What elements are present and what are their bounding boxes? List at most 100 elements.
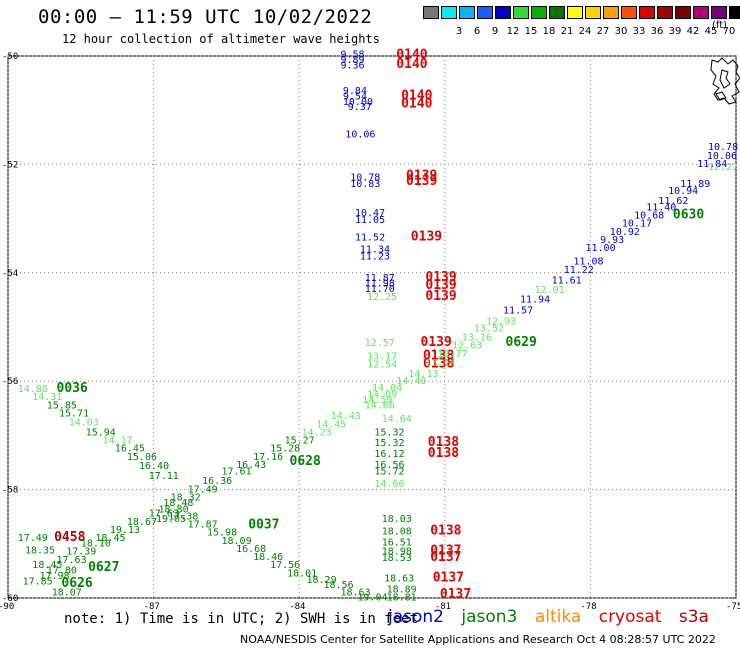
wave-height-label: 18.07 <box>52 587 82 598</box>
wave-height-label: 12.57 <box>365 338 395 349</box>
wave-height-label: 18.67 <box>127 517 157 528</box>
footer-note: note: 1) Time is in UTC; 2) SWH is in fe… <box>64 611 419 627</box>
wave-height-label: 11.94 <box>520 295 550 306</box>
legend-label: 18 <box>542 26 556 37</box>
wave-height-label: 11.05 <box>355 215 385 226</box>
wave-height-label: 17.61 <box>222 466 252 477</box>
wave-height-label: 16.51 <box>382 537 412 548</box>
legend-label: 12 <box>506 26 520 37</box>
legend-swatch <box>711 6 727 19</box>
wave-height-label: 19.05 <box>156 514 186 525</box>
wave-height-label: 14.31 <box>32 392 62 403</box>
wave-height-label: 10.78 <box>708 142 738 153</box>
wave-height-label: 9.93 <box>600 235 624 246</box>
wave-height-label: 11.40 <box>646 203 676 214</box>
wave-height-label: 16.43 <box>236 460 266 471</box>
legend-swatch <box>441 6 457 19</box>
wave-height-label: 13.16 <box>462 333 492 344</box>
lon-tick-label: -75 <box>726 602 740 612</box>
lon-tick-label: -81 <box>435 602 451 612</box>
wave-height-label: 14.13 <box>408 369 438 380</box>
wave-height-label: 14.09 <box>367 390 397 401</box>
wave-height-label: 14.66 <box>374 479 404 490</box>
wave-height-label: 17.39 <box>66 547 96 558</box>
legend-label: 9 <box>491 26 499 37</box>
wave-height-label: 10.17 <box>622 219 652 230</box>
mission-cryosat: cryosat <box>598 607 662 627</box>
wave-height-label: 14.48 <box>396 376 426 387</box>
pass-time-label: 0140 <box>396 57 427 72</box>
legend-swatch <box>513 6 529 19</box>
legend-swatch <box>477 6 493 19</box>
wave-height-label: 10.83 <box>350 179 380 190</box>
wave-height-label: 19.13 <box>110 525 140 536</box>
legend-swatch <box>675 6 691 19</box>
pass-time-label: 0627 <box>88 560 119 575</box>
wave-height-label: 18.03 <box>382 514 412 525</box>
wave-height-label: 10.06 <box>707 151 737 162</box>
wave-height-label: 11.00 <box>586 243 616 254</box>
wave-height-label: 19.04 <box>357 593 387 604</box>
wave-height-label: 17.38 <box>168 511 198 522</box>
wave-height-label: 11.23 <box>360 251 390 262</box>
wave-height-label: 18.35 <box>25 546 55 557</box>
pass-time-label: 0139 <box>406 174 437 189</box>
footer-credit: NOAA/NESDIS Center for Satellite Applica… <box>240 633 716 646</box>
wave-height-label: 17.16 <box>253 452 283 463</box>
pass-time-label: 0140 <box>401 88 432 103</box>
pass-time-label: 0138 <box>423 357 454 372</box>
pass-time-label: 0140 <box>396 48 427 63</box>
wave-height-label: 18.01 <box>287 568 317 579</box>
wave-height-label: 13.14 <box>425 358 455 369</box>
legend-swatch <box>585 6 601 19</box>
legend-swatch <box>567 6 583 19</box>
legend-label: 27 <box>596 26 610 37</box>
pass-time-label: 0137 <box>430 544 461 559</box>
legend-swatch <box>423 6 439 19</box>
wave-height-label: 18.09 <box>222 536 252 547</box>
wave-height-label: 11.89 <box>680 179 710 190</box>
wave-height-label: 14.04 <box>372 383 402 394</box>
wave-height-label: 14.45 <box>316 419 346 430</box>
pass-time-label: 0137 <box>430 550 461 565</box>
pass-time-label: 0137 <box>433 571 464 586</box>
wave-height-label: 17.80 <box>47 566 77 577</box>
wave-height-label: 18.46 <box>253 552 283 563</box>
wave-height-label: 18.63 <box>384 574 414 585</box>
legend-label: 15 <box>524 26 538 37</box>
wave-height-label: 17.56 <box>270 560 300 571</box>
wave-height-label: 12.93 <box>486 316 516 327</box>
legend-swatch <box>657 6 673 19</box>
wave-height-label: 18.63 <box>341 587 371 598</box>
legend-label: 45 <box>704 26 718 37</box>
legend-swatch <box>549 6 565 19</box>
lat-tick-label: -52 <box>2 160 18 170</box>
wave-height-label: 18.81 <box>387 593 417 604</box>
wave-height-label: 10.94 <box>668 186 698 197</box>
wave-height-label: 12.63 <box>452 341 482 352</box>
wave-height-label: 16.36 <box>202 476 232 487</box>
wave-height-label: 18.10 <box>81 539 111 550</box>
wave-height-label: 17.11 <box>149 471 179 482</box>
wave-height-label: 11.52 <box>355 232 385 243</box>
coastline <box>710 57 740 105</box>
lat-tick-label: -58 <box>2 486 18 496</box>
wave-height-label: 18.53 <box>382 553 412 564</box>
wave-height-label: 12.77 <box>438 349 468 360</box>
wave-height-label: 18.89 <box>387 585 417 596</box>
legend-unit: (ft) <box>712 20 728 31</box>
lat-tick-label: -56 <box>2 377 18 387</box>
legend-swatch <box>639 6 655 19</box>
lon-tick-label: -90 <box>0 602 14 612</box>
wave-height-label: 11.57 <box>503 305 533 316</box>
wave-height-label: 16.68 <box>236 544 266 555</box>
wave-height-label: 9.89 <box>341 55 365 66</box>
wave-height-label: 9.36 <box>341 61 365 72</box>
legend-label: 6 <box>473 26 481 37</box>
pass-time-label: 0139 <box>406 169 437 184</box>
legend-swatch <box>495 6 511 19</box>
wave-height-label: 14.43 <box>331 411 361 422</box>
mission-altika: altika <box>534 607 582 627</box>
wave-height-label: 11.98 <box>365 278 395 289</box>
pass-time-label: 0140 <box>401 97 432 112</box>
